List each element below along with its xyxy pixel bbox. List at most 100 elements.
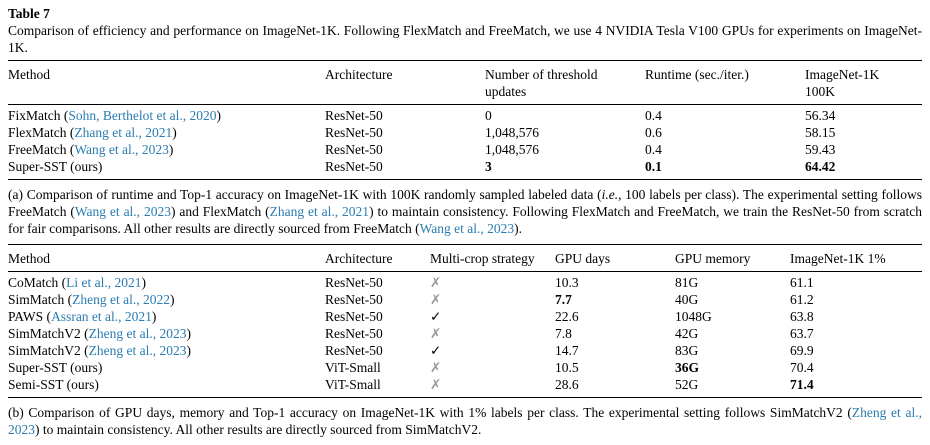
cell-method: Super-SST (ours)	[8, 359, 325, 376]
cell-accuracy: 61.2	[790, 292, 814, 307]
column-header-architecture: Architecture	[325, 251, 393, 266]
rule-bottom-table-a	[8, 179, 922, 180]
method-name: )	[169, 292, 175, 307]
citation-link[interactable]: Wang et al., 2023	[419, 221, 515, 236]
cell-runtime: 0.1	[645, 159, 662, 174]
cell-gpu_days: 10.3	[555, 275, 579, 290]
table-row: FlexMatch (Zhang et al., 2021) ResNet-50 1…	[8, 124, 922, 141]
method-name: FixMatch (	[8, 108, 69, 123]
citation-link[interactable]: Zheng et al., 2022	[72, 292, 170, 307]
cell-architecture: ResNet-50	[325, 326, 383, 341]
cell-accuracy: 59.43	[805, 142, 836, 157]
column-header-multicrop: Multi-crop strategy	[430, 251, 535, 266]
cell-gpu_days: 10.5	[555, 360, 579, 375]
cell-accuracy: 63.8	[790, 309, 814, 324]
column-header-imagenet-100k: ImageNet-1K 100K	[805, 67, 880, 99]
cell-gpu_memory: 83G	[675, 343, 699, 358]
method-name: )	[141, 275, 146, 290]
cell-method: CoMatch (Li et al., 2021)	[8, 274, 325, 291]
cell-architecture: ViT-Small	[325, 377, 381, 392]
method-name: )	[186, 343, 191, 358]
table-a-caption: (a) Comparison of runtime and Top-1 accu…	[8, 180, 922, 244]
table-b-caption: (b) Comparison of GPU days, memory and T…	[8, 398, 922, 445]
column-header-runtime: Runtime (sec./iter.)	[645, 67, 749, 82]
cell-architecture: ResNet-50	[325, 292, 383, 307]
table-a-body: FixMatch (Sohn, Berthelot et al., 2020) R…	[8, 105, 922, 178]
method-name: SimMatchV2 (	[8, 343, 89, 358]
cell-method: FreeMatch (Wang et al., 2023)	[8, 141, 325, 158]
cell-method: Super-SST (ours)	[8, 158, 325, 175]
cell-method: FixMatch (Sohn, Berthelot et al., 2020)	[8, 107, 325, 124]
cell-runtime: 0.4	[645, 142, 662, 157]
table-row: SimMatchV2 (Zheng et al., 2023) ResNet-50…	[8, 342, 922, 359]
table-b: Method Architecture Multi-crop strategy …	[8, 245, 922, 396]
table-row: FreeMatch (Wang et al., 2023) ResNet-50 1,…	[8, 141, 922, 158]
cell-gpu_days: 22.6	[555, 309, 579, 324]
cell-method: SimMatchV2 (Zheng et al., 2023)	[8, 342, 325, 359]
cell-architecture: ResNet-50	[325, 159, 383, 174]
table-row: Super-SST (ours) ViT-Small ✗ 10.5 36G 70.4	[8, 359, 922, 376]
cell-gpu_days: 28.6	[555, 377, 579, 392]
table-row: SimMatchV2 (Zheng et al., 2023) ResNet-50…	[8, 325, 922, 342]
caption-text: ) and FlexMatch (	[170, 204, 270, 219]
cell-accuracy: 63.7	[790, 326, 814, 341]
cell-accuracy: 71.4	[790, 377, 814, 392]
rule-top-table-a	[8, 60, 922, 61]
cell-gpu_memory: 1048G	[675, 309, 712, 324]
x-mark-icon: ✗	[430, 377, 442, 392]
method-name: )	[186, 326, 191, 341]
column-header-architecture: Architecture	[325, 67, 393, 82]
cell-gpu_memory: 40G	[675, 292, 699, 307]
citation-link[interactable]: Li et al., 2021	[66, 275, 142, 290]
caption-text: i.e.	[601, 187, 619, 202]
citation-link[interactable]: Zheng et al., 2023	[88, 343, 187, 358]
method-name: Semi-SST (ours)	[8, 377, 99, 392]
x-mark-icon: ✗	[430, 275, 442, 290]
method-name: )	[151, 309, 157, 324]
cell-gpu_memory: 52G	[675, 377, 699, 392]
caption-text: ) to maintain consistency. Following Fle…	[8, 204, 922, 236]
caption-text: , 100 labels per class). The experimenta…	[8, 187, 922, 219]
caption-text: ) to maintain consistency. All other res…	[35, 422, 482, 437]
method-name: Super-SST (ours)	[8, 360, 103, 375]
method-name: CoMatch (	[8, 275, 67, 290]
method-name: Super-SST (ours)	[8, 159, 103, 174]
cell-architecture: ResNet-50	[325, 343, 383, 358]
citation-link[interactable]: Sohn, Berthelot et al., 2020	[68, 108, 217, 123]
citation-link[interactable]: Zhang et al., 2021	[74, 125, 173, 140]
caption-text: (a) Comparison of runtime and Top-1 accu…	[8, 187, 602, 202]
cell-method: PAWS (Assran et al., 2021)	[8, 308, 325, 325]
cell-threshold_updates: 1,048,576	[485, 142, 539, 157]
citation-link[interactable]: Zheng et al., 2023	[88, 326, 187, 341]
citation-link[interactable]: Wang et al., 2023	[74, 204, 171, 219]
table-row: Super-SST (ours) ResNet-50 3 0.1 64.42	[8, 158, 922, 175]
cell-gpu_days: 7.7	[555, 292, 572, 307]
cell-architecture: ResNet-50	[325, 142, 383, 157]
cell-gpu_days: 7.8	[555, 326, 572, 341]
caption-text: ).	[514, 221, 523, 236]
cell-runtime: 0.6	[645, 125, 662, 140]
rule-header-table-b	[8, 271, 922, 272]
cell-architecture: ResNet-50	[325, 309, 383, 324]
cell-architecture: ResNet-50	[325, 125, 383, 140]
cell-accuracy: 56.34	[805, 108, 836, 123]
table-row: PAWS (Assran et al., 2021) ResNet-50 ✓ 22.6…	[8, 308, 922, 325]
column-header-threshold-updates: Number of threshold updates	[485, 67, 598, 99]
cell-accuracy: 70.4	[790, 360, 814, 375]
citation-link[interactable]: Wang et al., 2023	[74, 142, 169, 157]
citation-link[interactable]: Zhang et al., 2021	[269, 204, 370, 219]
cell-gpu_memory: 81G	[675, 275, 699, 290]
method-name: )	[216, 108, 221, 123]
rule-top-table-b	[8, 244, 922, 245]
citation-link[interactable]: Zheng et al., 2023	[8, 405, 922, 437]
method-name: )	[168, 142, 174, 157]
table-row: CoMatch (Li et al., 2021) ResNet-50 ✗ 10.3 8…	[8, 274, 922, 291]
rule-header-table-a	[8, 104, 922, 105]
cell-gpu_memory: 36G	[675, 360, 700, 375]
table-row: FixMatch (Sohn, Berthelot et al., 2020) R…	[8, 107, 922, 124]
column-header-gpu-days: GPU days	[555, 251, 611, 266]
check-mark-icon: ✓	[430, 343, 442, 358]
citation-link[interactable]: Assran et al., 2021	[51, 309, 152, 324]
cell-method: Semi-SST (ours)	[8, 376, 325, 393]
